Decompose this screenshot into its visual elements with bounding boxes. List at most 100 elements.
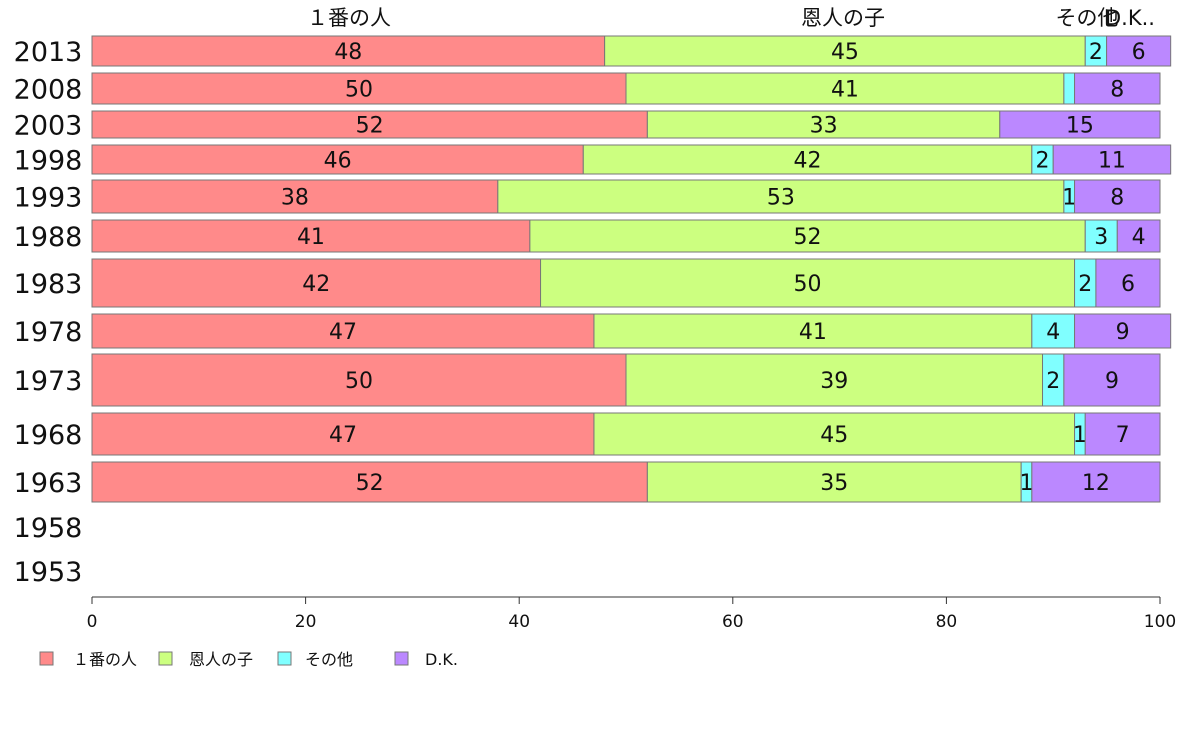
- bar-1998-series-0: [91, 144, 584, 175]
- data-label-2003-series-0: 52: [356, 114, 384, 139]
- data-label-1998-series-1: 42: [794, 149, 822, 174]
- bar-1998-series-3: [1052, 144, 1172, 175]
- bar-1973-series-3: [1063, 353, 1161, 407]
- bar-2003-series-1: [646, 110, 1001, 139]
- data-label-2013-series-2: 2: [1089, 40, 1103, 65]
- data-label-1993-series-2: 1: [1062, 186, 1076, 211]
- year-label-1958: 1958: [14, 513, 83, 544]
- data-label-1988-series-2: 3: [1094, 225, 1108, 250]
- data-label-1973-series-2: 2: [1046, 369, 1060, 394]
- legend-label-1: 恩人の子: [189, 650, 253, 669]
- data-label-1963-series-0: 52: [356, 471, 384, 496]
- bar-1963-series-3: [1031, 461, 1161, 503]
- bar-2008-series-2: [1063, 72, 1076, 105]
- legend-swatch-1: [158, 651, 173, 666]
- bar-1978-series-0: [91, 313, 595, 349]
- bar-1968-series-1: [593, 412, 1076, 456]
- data-label-1998-series-2: 2: [1036, 149, 1050, 174]
- data-label-1983-series-0: 42: [302, 272, 330, 297]
- x-tick-label-80: 80: [936, 612, 958, 632]
- year-label-1993: 1993: [14, 183, 83, 214]
- year-label-1973: 1973: [14, 366, 83, 397]
- legend-label-2: その他: [305, 650, 353, 669]
- top-label-2: その他: [1056, 6, 1119, 30]
- bar-1983-series-3: [1095, 258, 1161, 308]
- data-label-1978-series-2: 4: [1046, 320, 1060, 345]
- bar-1983-series-0: [91, 258, 542, 308]
- bar-1973-series-1: [625, 353, 1044, 407]
- bar-1963-series-1: [646, 461, 1022, 503]
- legend-swatch-3: [394, 651, 409, 666]
- legend-swatch-2: [277, 651, 292, 666]
- x-tick-label-100: 100: [1144, 612, 1176, 632]
- bar-2008-series-1: [625, 72, 1065, 105]
- bar-1968-series-0: [91, 412, 595, 456]
- year-label-2008: 2008: [14, 75, 83, 106]
- data-label-1973-series-0: 50: [345, 369, 373, 394]
- bar-1983-series-1: [540, 258, 1076, 308]
- data-label-1998-series-3: 11: [1098, 149, 1126, 174]
- data-label-1983-series-2: 2: [1078, 272, 1092, 297]
- bar-1978-series-3: [1074, 313, 1172, 349]
- bar-1993-series-3: [1074, 179, 1161, 214]
- data-label-1983-series-1: 50: [794, 272, 822, 297]
- top-label-0: １番の人: [307, 6, 391, 30]
- bar-2008-series-0: [91, 72, 627, 105]
- legend-label-3: D.K.: [425, 650, 458, 669]
- data-label-2003-series-1: 33: [810, 114, 838, 139]
- data-label-2008-series-3: 8: [1110, 78, 1124, 103]
- data-label-2008-series-1: 41: [831, 78, 859, 103]
- bar-1978-series-1: [593, 313, 1033, 349]
- data-label-1978-series-3: 9: [1116, 320, 1130, 345]
- data-label-1968-series-1: 45: [820, 423, 848, 448]
- bar-1963-series-0: [91, 461, 648, 503]
- x-tick-label-60: 60: [722, 612, 744, 632]
- bar-1993-series-0: [91, 179, 499, 214]
- data-label-1963-series-2: 1: [1020, 471, 1034, 496]
- data-label-1973-series-3: 9: [1105, 369, 1119, 394]
- bar-2013-series-0: [91, 35, 606, 67]
- data-label-2013-series-1: 45: [831, 40, 859, 65]
- bar-1998-series-1: [582, 144, 1033, 175]
- bar-2013-series-3: [1106, 35, 1172, 67]
- year-label-1968: 1968: [14, 420, 83, 451]
- year-label-2003: 2003: [14, 111, 83, 142]
- x-tick-label-20: 20: [295, 612, 317, 632]
- bar-2003-series-3: [999, 110, 1161, 139]
- data-label-1968-series-3: 7: [1116, 423, 1130, 448]
- data-label-1978-series-1: 41: [799, 320, 827, 345]
- data-label-1988-series-0: 41: [297, 225, 325, 250]
- data-label-1983-series-3: 6: [1121, 272, 1135, 297]
- year-label-1978: 1978: [14, 317, 83, 348]
- data-label-1963-series-3: 12: [1082, 471, 1110, 496]
- year-label-1963: 1963: [14, 468, 83, 499]
- year-label-1983: 1983: [14, 269, 83, 300]
- bar-1978-series-2: [1031, 313, 1076, 349]
- year-label-1998: 1998: [14, 146, 83, 177]
- bar-1988-series-1: [529, 219, 1086, 253]
- data-label-2008-series-0: 50: [345, 78, 373, 103]
- data-label-1998-series-0: 46: [324, 149, 352, 174]
- data-label-1993-series-1: 53: [767, 186, 795, 211]
- bar-1988-series-0: [91, 219, 531, 253]
- bar-2003-series-0: [91, 110, 648, 139]
- data-label-1968-series-0: 47: [329, 423, 357, 448]
- bar-1988-series-2: [1084, 219, 1118, 253]
- top-label-1: 恩人の子: [801, 6, 885, 30]
- x-tick-label-40: 40: [508, 612, 530, 632]
- data-label-1988-series-3: 4: [1132, 225, 1146, 250]
- bar-1993-series-1: [497, 179, 1065, 214]
- legend-swatch-0: [39, 651, 54, 666]
- bar-2008-series-3: [1074, 72, 1161, 105]
- top-label-3: D.K..: [1105, 6, 1155, 30]
- data-label-1988-series-1: 52: [794, 225, 822, 250]
- data-label-1978-series-0: 47: [329, 320, 357, 345]
- x-tick-label-0: 0: [87, 612, 98, 632]
- data-label-1973-series-1: 39: [820, 369, 848, 394]
- data-label-1993-series-0: 38: [281, 186, 309, 211]
- year-label-2013: 2013: [14, 37, 83, 68]
- bar-2013-series-1: [604, 35, 1086, 67]
- data-label-2013-series-0: 48: [334, 40, 362, 65]
